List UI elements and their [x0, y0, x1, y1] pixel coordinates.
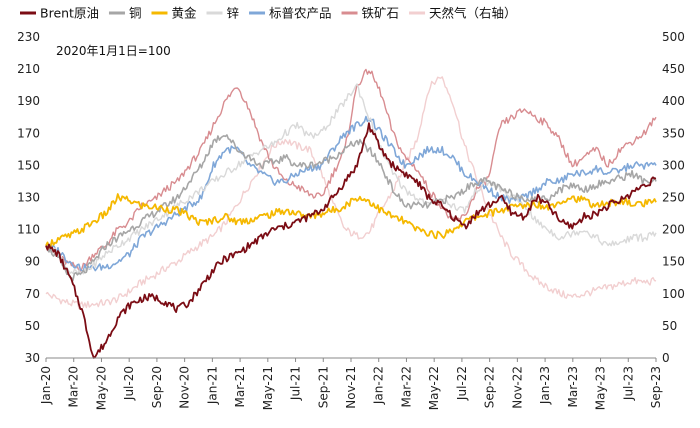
series-line — [45, 122, 657, 359]
x-tick-label: Mar-23 — [566, 366, 580, 407]
legend-label: 锌 — [227, 6, 240, 21]
y-right-tick-label: 250 — [662, 191, 685, 205]
x-tick-label: Mar-21 — [233, 366, 247, 407]
series-line — [45, 134, 657, 282]
x-tick-label: Jan-22 — [372, 366, 386, 405]
y-right-tick-label: 300 — [662, 158, 685, 172]
x-tick-label: Mar-20 — [67, 366, 81, 407]
legend-item: 天然气（右轴） — [409, 6, 517, 21]
y-right-tick-label: 350 — [662, 126, 685, 140]
legend-label: 天然气（右轴） — [429, 6, 517, 21]
y-right-tick-label: 50 — [662, 319, 677, 333]
legend-item: 标普农产品 — [249, 6, 332, 21]
x-tick-label: Nov-22 — [510, 366, 524, 409]
x-tick-label: Nov-20 — [178, 366, 192, 409]
y-left-tick-label: 210 — [17, 62, 40, 76]
legend-item: 锌 — [206, 6, 240, 21]
legend-item: 黄金 — [151, 6, 197, 21]
legend-label: 黄金 — [171, 6, 197, 21]
y-right-tick-label: 450 — [662, 62, 685, 76]
base-date-annotation: 2020年1月1日=100 — [56, 44, 171, 58]
x-tick-label: Sep-21 — [316, 366, 330, 408]
x-tick-label: May-22 — [427, 366, 441, 410]
y-left-tick-label: 70 — [25, 287, 40, 301]
x-tick-label: Nov-21 — [344, 366, 358, 409]
y-right-tick-label: 150 — [662, 255, 685, 269]
legend-label: 铜 — [129, 6, 142, 21]
x-tick-label: Mar-22 — [399, 366, 413, 407]
series-line — [45, 115, 657, 273]
x-axis: Jan-20 Mar-20 May-20 Jul-20 Sep-20 Nov-20 Jan-… — [39, 358, 663, 410]
x-tick-label: Jan-21 — [205, 366, 219, 405]
legend-item: 铜 — [108, 6, 142, 21]
y-right-tick-label: 100 — [662, 287, 685, 301]
x-tick-label: Jul-20 — [122, 366, 136, 401]
y-left-tick-label: 50 — [25, 319, 40, 333]
series-line — [45, 193, 657, 249]
y-right-tick-label: 200 — [662, 223, 685, 237]
y-axis-left: 30 50 70 90 110 130 150 170 190 210 230 — [17, 30, 40, 365]
x-tick-label: Jul-21 — [289, 366, 303, 401]
series-line — [45, 83, 657, 276]
legend: Brent原油 铜 黄金 锌 标普农产品 铁矿石 天然气（右轴） — [20, 6, 517, 21]
y-right-tick-label: 500 — [662, 30, 685, 44]
legend-label: 铁矿石 — [362, 6, 400, 21]
x-tick-label: Jan-20 — [39, 366, 53, 405]
x-tick-label: Jan-23 — [538, 366, 552, 405]
x-tick-label: Sep-22 — [483, 366, 497, 408]
y-right-tick-label: 0 — [662, 351, 670, 365]
series-lines — [45, 68, 657, 359]
x-tick-label: May-20 — [94, 366, 108, 410]
x-tick-label: Sep-23 — [649, 366, 663, 408]
y-left-tick-label: 110 — [17, 223, 40, 237]
y-left-tick-label: 190 — [17, 94, 40, 108]
y-left-tick-label: 150 — [17, 158, 40, 172]
series-line — [45, 68, 657, 272]
y-left-tick-label: 230 — [17, 30, 40, 44]
legend-item: Brent原油 — [20, 6, 99, 21]
y-left-tick-label: 90 — [25, 255, 40, 269]
legend-label: 标普农产品 — [269, 6, 332, 21]
legend-label: Brent原油 — [40, 6, 99, 21]
x-tick-label: Jul-22 — [455, 366, 469, 401]
y-left-tick-label: 30 — [25, 351, 40, 365]
y-right-tick-label: 400 — [662, 94, 685, 108]
y-left-tick-label: 170 — [17, 126, 40, 140]
y-axis-right: 0 50 100 150 200 250 300 350 400 450 500 — [662, 30, 685, 365]
x-tick-label: May-21 — [261, 366, 275, 410]
series-line — [45, 76, 657, 310]
x-tick-label: Sep-20 — [150, 366, 164, 408]
x-tick-label: May-23 — [594, 366, 608, 410]
legend-item: 铁矿石 — [341, 6, 400, 21]
x-tick-label: Jul-23 — [621, 366, 635, 401]
y-left-tick-label: 130 — [17, 191, 40, 205]
